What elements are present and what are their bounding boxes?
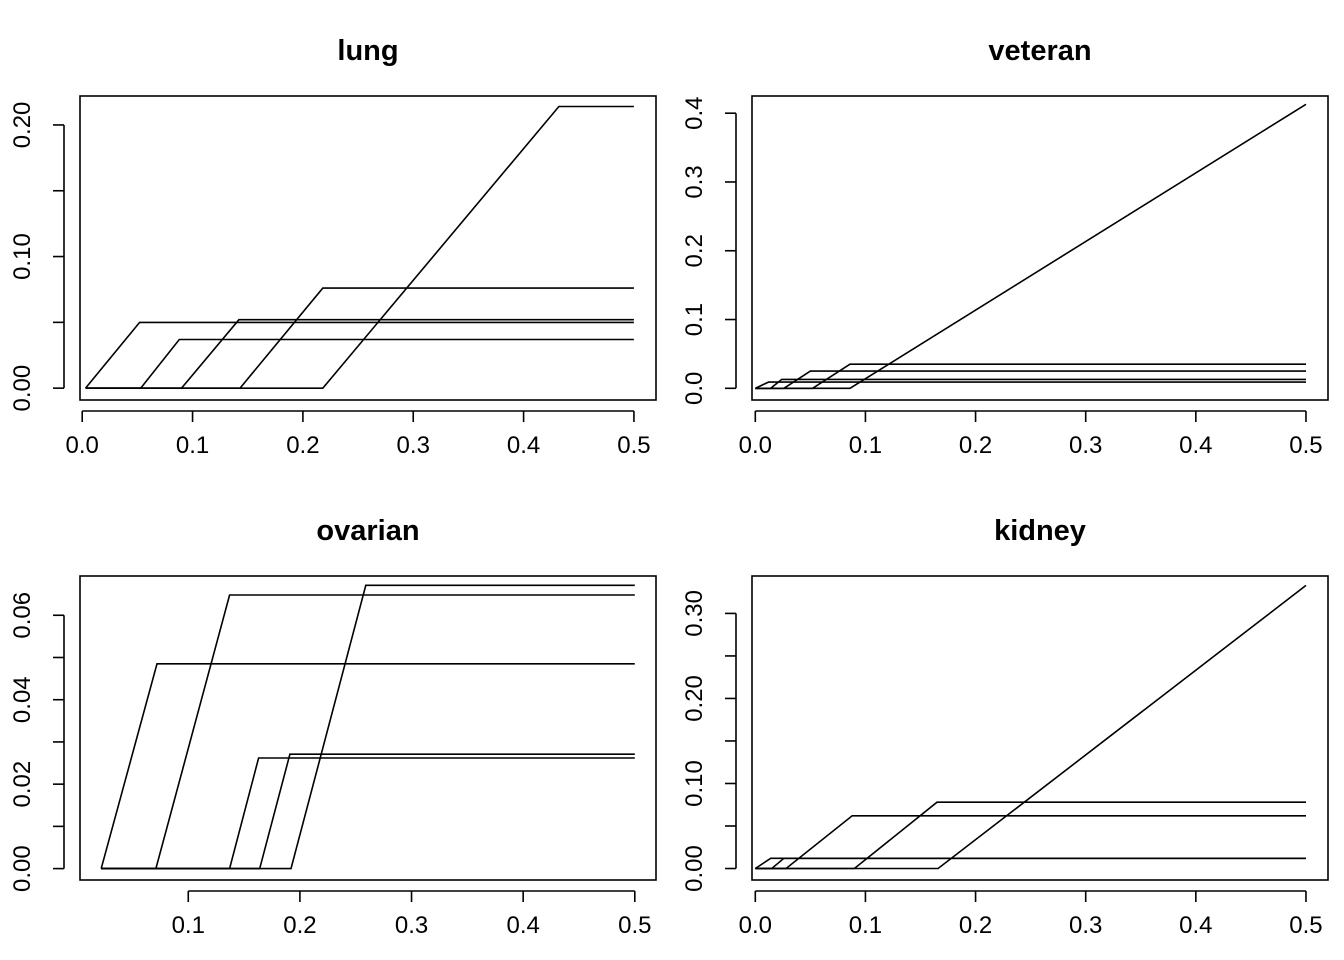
series-line-4 bbox=[101, 753, 635, 870]
series-line-1 bbox=[754, 381, 1306, 390]
x-tick-label: 0.0 bbox=[66, 432, 99, 459]
x-tick-label: 0.1 bbox=[172, 912, 205, 939]
x-tick-label: 0.1 bbox=[849, 432, 882, 459]
x-tick-label: 0.0 bbox=[739, 912, 772, 939]
panel-ovarian: ovarian 0.1 0.2 0.3 0.4 0.5 0.00 0.02 0.04 0.06 bbox=[9, 515, 657, 939]
y-tick-label: 0.30 bbox=[681, 590, 708, 637]
x-tick-label: 0.4 bbox=[507, 432, 540, 459]
x-tick-label: 0.0 bbox=[739, 432, 772, 459]
y-tick-label: 0.02 bbox=[9, 761, 36, 808]
series-line-2 bbox=[101, 594, 635, 870]
y-tick-label: 0.0 bbox=[681, 372, 708, 405]
x-tick-label: 0.3 bbox=[395, 912, 428, 939]
y-tick-label: 0.10 bbox=[9, 233, 36, 280]
panel-title: ovarian bbox=[316, 515, 419, 547]
y-tick-label: 0.04 bbox=[9, 676, 36, 723]
panel-title: kidney bbox=[994, 515, 1086, 547]
x-tick-label: 0.1 bbox=[849, 912, 882, 939]
y-tick-label: 0.1 bbox=[681, 303, 708, 336]
series-line-2 bbox=[85, 338, 634, 390]
series-line-1 bbox=[84, 321, 634, 389]
x-tick-label: 0.1 bbox=[176, 432, 209, 459]
y-tick-label: 0.00 bbox=[681, 845, 708, 892]
panel-title: lung bbox=[337, 35, 398, 67]
y-tick-label: 0.2 bbox=[681, 234, 708, 267]
series-line-2 bbox=[755, 378, 1306, 390]
y-tick-label: 0.20 bbox=[9, 102, 36, 149]
panel-veteran: veteran 0.0 0.1 0.2 0.3 0.4 0.5 0.0 0.1 0.2 0.3 0.4 bbox=[681, 35, 1329, 459]
y-tick-label: 0.06 bbox=[9, 592, 36, 639]
x-tick-label: 0.3 bbox=[1069, 912, 1102, 939]
series-line-4 bbox=[85, 287, 634, 390]
plot-frame bbox=[79, 575, 657, 881]
x-tick-label: 0.5 bbox=[618, 912, 651, 939]
x-tick-label: 0.3 bbox=[397, 432, 430, 459]
x-tick-label: 0.4 bbox=[1179, 912, 1212, 939]
series-line-5 bbox=[101, 584, 635, 870]
x-tick-label: 0.4 bbox=[1179, 432, 1212, 459]
x-tick-label: 0.2 bbox=[959, 432, 992, 459]
series-line-5 bbox=[755, 584, 1307, 870]
y-tick-label: 0.3 bbox=[681, 165, 708, 198]
y-tick-label: 0.10 bbox=[681, 760, 708, 807]
plot-frame bbox=[79, 95, 657, 401]
panel-lung: lung 0.0 0.1 0.2 0.3 0.4 0.5 0.00 0.10 0.20 bbox=[9, 35, 657, 459]
x-tick-label: 0.2 bbox=[286, 432, 319, 459]
y-tick-label: 0.4 bbox=[681, 97, 708, 130]
x-tick-label: 0.2 bbox=[283, 912, 316, 939]
plot-frame bbox=[751, 575, 1329, 881]
x-tick-label: 0.2 bbox=[959, 912, 992, 939]
series-line-2 bbox=[755, 857, 1306, 870]
y-tick-label: 0.00 bbox=[9, 365, 36, 412]
series-line-4 bbox=[755, 363, 1306, 390]
x-tick-label: 0.3 bbox=[1069, 432, 1102, 459]
panel-kidney: kidney 0.0 0.1 0.2 0.3 0.4 0.5 0.00 0.10 0.20 0.30 bbox=[681, 515, 1329, 939]
plot-frame bbox=[751, 95, 1329, 401]
x-tick-label: 0.4 bbox=[506, 912, 539, 939]
x-tick-label: 0.5 bbox=[617, 432, 650, 459]
panel-title: veteran bbox=[988, 35, 1091, 67]
series-line-5 bbox=[85, 105, 634, 390]
x-tick-label: 0.5 bbox=[1289, 432, 1322, 459]
y-tick-label: 0.20 bbox=[681, 675, 708, 722]
series-line-5 bbox=[755, 103, 1307, 390]
y-tick-label: 0.00 bbox=[9, 845, 36, 892]
series-line-1 bbox=[100, 662, 635, 869]
series-line-3 bbox=[755, 814, 1306, 870]
x-tick-label: 0.5 bbox=[1289, 912, 1322, 939]
series-line-1 bbox=[754, 857, 1306, 870]
